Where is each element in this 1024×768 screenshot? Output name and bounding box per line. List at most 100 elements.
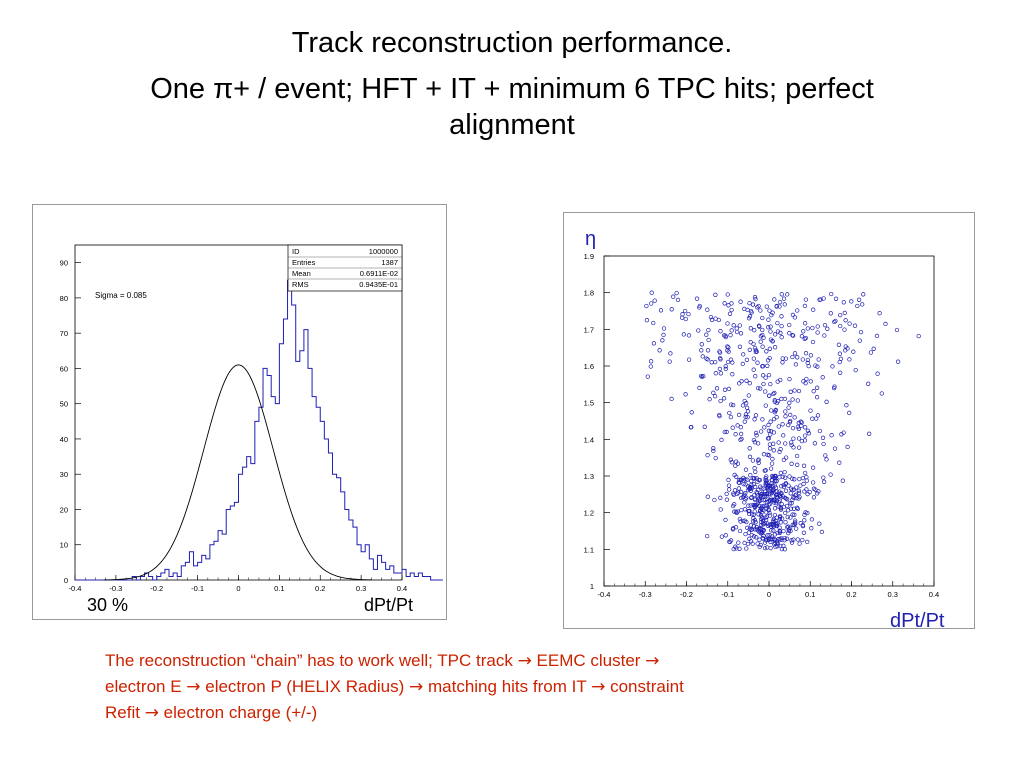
scatter-point (748, 473, 753, 478)
scatter-point (828, 472, 833, 477)
scatter-point (821, 479, 827, 484)
y-tick-label: 1.3 (584, 472, 594, 481)
scatter-point (747, 347, 752, 352)
scatter-point (733, 525, 739, 530)
scatter-point (792, 315, 798, 320)
scatter-point (717, 355, 723, 361)
histogram-bin (243, 467, 247, 580)
scatter-point (770, 488, 776, 493)
scatter-point (755, 360, 760, 365)
scatter-point (780, 356, 785, 361)
scatter-point (785, 514, 790, 520)
scatter-point (759, 510, 764, 515)
scatter-point (752, 417, 757, 422)
scatter-point (764, 304, 769, 309)
histogram-bin (194, 566, 198, 580)
scatter-point (754, 433, 759, 438)
scatter-point (766, 428, 772, 433)
x-tick-label: -0.4 (598, 590, 611, 599)
scatter-point (686, 311, 691, 317)
scatter-point (796, 420, 801, 426)
x-tick-label: -0.2 (150, 584, 163, 593)
scatter-point (772, 398, 777, 403)
scatter-point (795, 308, 800, 313)
scatter-point (788, 491, 793, 496)
scatter-point (787, 331, 792, 336)
scatter-point (778, 470, 783, 476)
scatter-point (806, 431, 812, 436)
scatter-point (792, 512, 797, 517)
scatter-point (718, 495, 723, 500)
scatter-point (815, 330, 820, 335)
scatter-point (734, 510, 739, 515)
histogram-bin (365, 545, 369, 580)
scatter-point (674, 290, 679, 296)
scatter-point (771, 500, 777, 505)
x-tick-label: 0.1 (274, 584, 284, 593)
histogram-bin (210, 545, 214, 580)
scatter-point (758, 531, 764, 536)
scatter-point (801, 481, 806, 487)
caption-line2-part-c: matching hits from IT (423, 677, 592, 696)
scatter-point (801, 463, 807, 468)
scatter-point (789, 501, 794, 506)
scatter-point (816, 357, 821, 362)
scatter-point (832, 319, 837, 325)
scatter-point (756, 487, 761, 493)
caption-text: The reconstruction “chain” has to work w… (105, 648, 985, 726)
scatter-point (771, 528, 776, 533)
scatter-point (760, 535, 765, 541)
scatter-point (714, 386, 720, 391)
scatter-point (793, 362, 799, 367)
histogram-bin (283, 319, 287, 580)
scatter-point (795, 424, 801, 430)
scatter-point (760, 417, 765, 422)
scatter-xaxis-title: dPt/Pt (890, 610, 945, 632)
scatter-point (842, 310, 847, 316)
y-tick-label: 60 (60, 364, 68, 373)
histogram-bin (377, 555, 381, 580)
scatter-point (772, 410, 777, 415)
scatter-point (861, 292, 866, 297)
scatter-point (774, 400, 780, 406)
scatter-point (780, 474, 785, 480)
scatter-point (689, 410, 694, 415)
scatter-point (748, 340, 753, 345)
scatter-point (688, 425, 694, 430)
scatter-point (781, 528, 786, 534)
scatter-point (772, 345, 778, 350)
histogram-bin (230, 506, 234, 580)
scatter-point (658, 308, 664, 313)
scatter-point (740, 403, 746, 408)
scatter-point (726, 349, 731, 354)
scatter-point (779, 396, 784, 402)
scatter-point (722, 387, 728, 392)
scatter-point (741, 481, 746, 487)
scatter-point (819, 529, 825, 535)
scatter-point (706, 337, 711, 343)
scatter-point (770, 473, 775, 479)
scatter-point (762, 545, 768, 551)
scatter-point (777, 449, 782, 455)
scatter-point (851, 349, 856, 354)
scatter-point (737, 381, 742, 386)
scatter-point (792, 351, 798, 356)
histogram-chart: -0.4 -0.3 -0.2 -0.1 0 0.1 0.2 0.3 0.4 0 10 20 30 40 50… (60, 244, 443, 593)
scatter-point (732, 509, 737, 514)
x-tick-label: -0.1 (721, 590, 734, 599)
scatter-point (791, 436, 796, 441)
scatter-point (833, 318, 838, 324)
histogram-outline (75, 279, 443, 581)
scatter-point (737, 480, 742, 486)
scatter-point (754, 535, 759, 540)
scatter-point (824, 399, 829, 404)
scatter-point (753, 374, 758, 379)
histogram-bin (206, 559, 210, 580)
scatter-point (772, 297, 777, 302)
scatter-point (752, 509, 757, 514)
scatter-point (856, 297, 862, 302)
scatter-point (723, 364, 728, 369)
scatter-point (746, 503, 751, 508)
scatter-point (769, 484, 774, 489)
scatter-point (752, 504, 757, 509)
